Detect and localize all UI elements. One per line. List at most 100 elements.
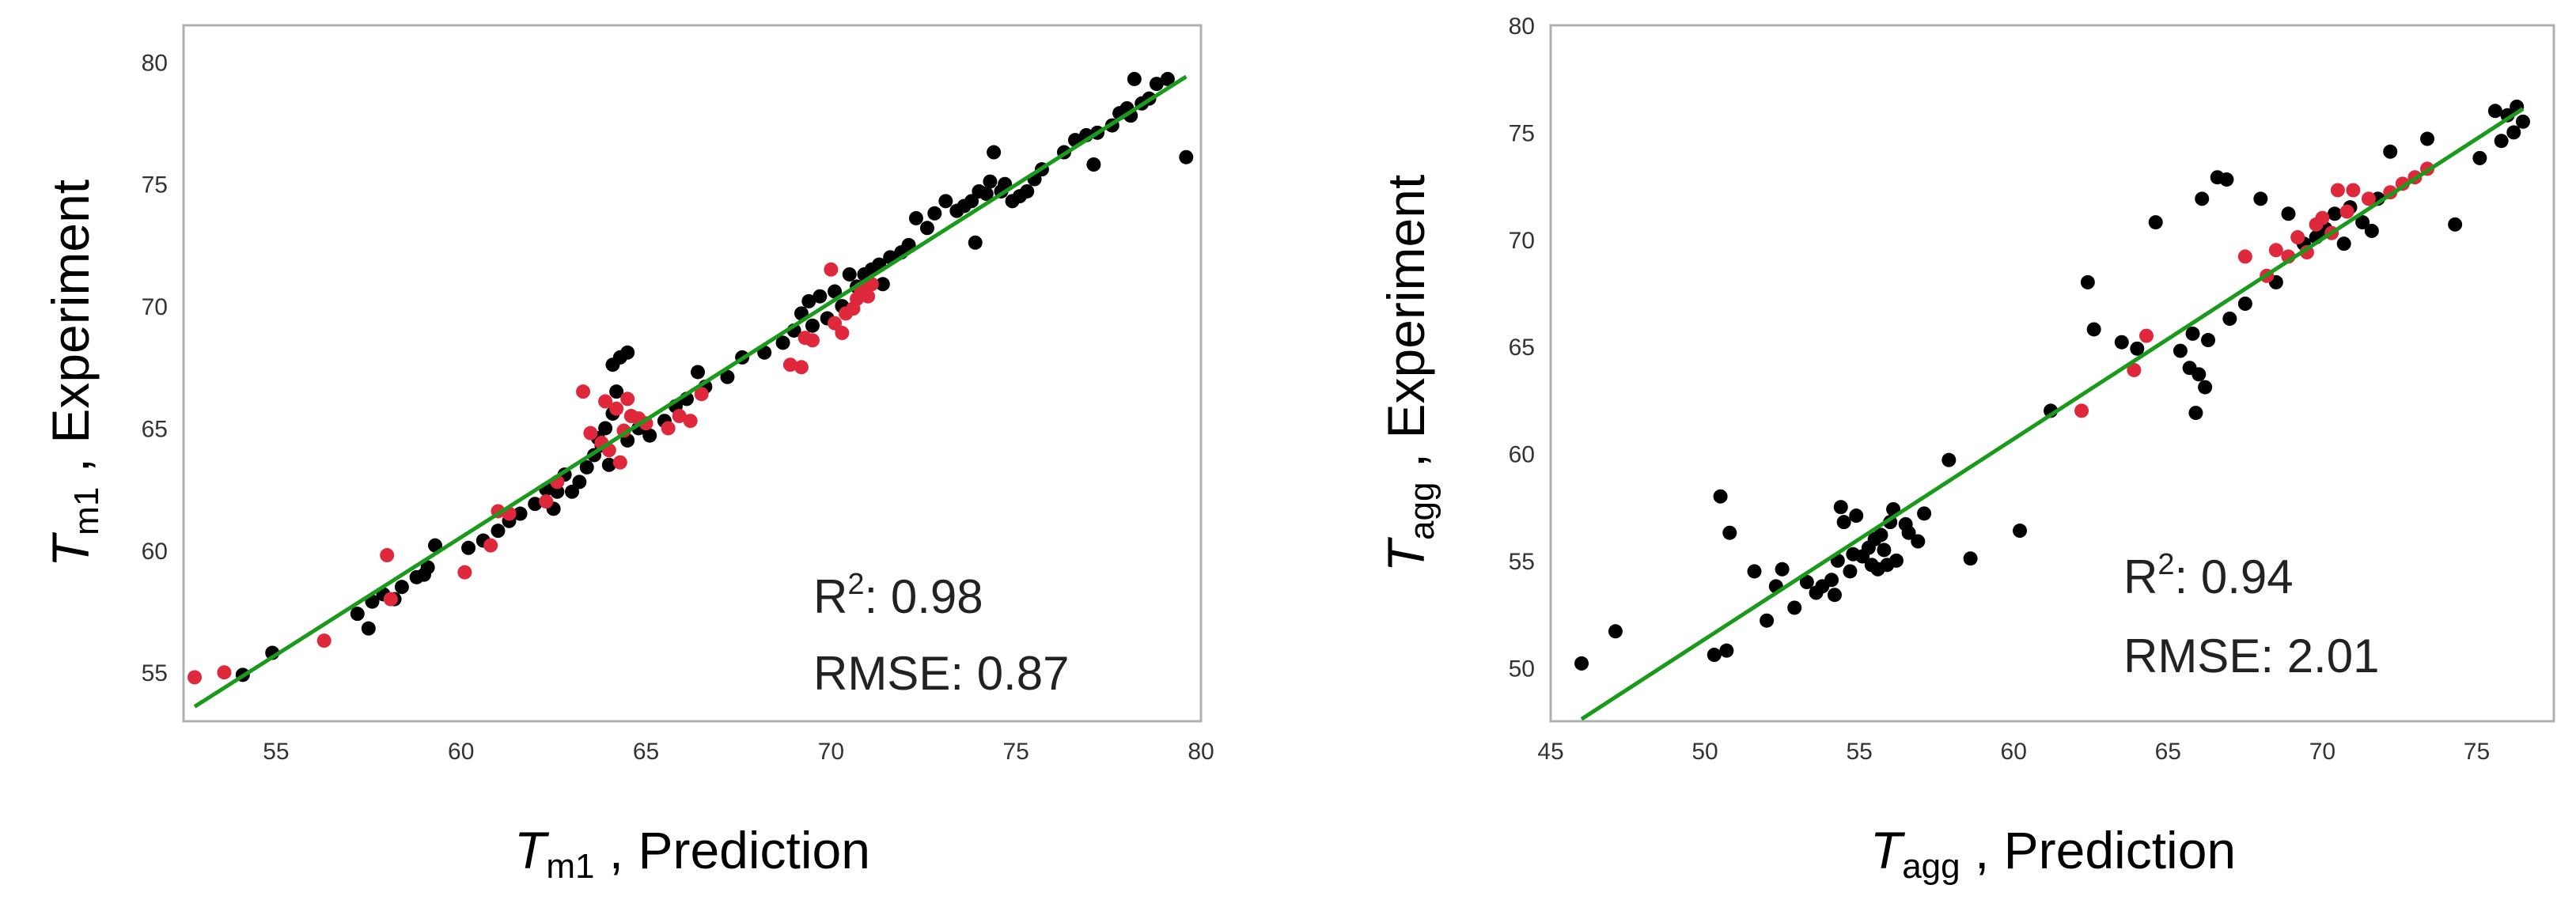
train-data-point (979, 187, 994, 202)
train-data-point (350, 607, 365, 622)
test-data-point (598, 394, 613, 409)
x-tick-label: 75 (1002, 739, 1029, 765)
y-tick-label: 50 (1509, 656, 1535, 682)
train-data-point (2173, 343, 2188, 358)
train-data-point (1787, 600, 1802, 615)
train-data-point (2448, 217, 2463, 232)
train-data-point (1719, 643, 1734, 658)
train-data-point (987, 145, 1002, 160)
train-data-point (2472, 150, 2487, 165)
train-data-point (1722, 525, 1737, 540)
x-axis-label-left: Tm1 , Prediction (514, 821, 870, 886)
test-data-point (316, 633, 331, 648)
x-tick-label: 65 (2155, 739, 2181, 765)
test-data-point (188, 670, 203, 685)
train-data-point (2222, 311, 2237, 326)
train-data-point (2420, 131, 2435, 146)
train-data-point (2383, 144, 2398, 159)
y-tick-label: 60 (142, 539, 168, 565)
test-data-point (2127, 362, 2142, 377)
x-tick-label: 70 (818, 739, 844, 765)
x-tick-label: 55 (1846, 739, 1872, 765)
fit-line-right (1580, 107, 2525, 721)
train-data-point (2355, 215, 2370, 230)
train-data-point (1836, 515, 1851, 530)
test-data-point (2290, 230, 2305, 245)
train-data-point (1901, 525, 1916, 540)
train-data-point (2198, 380, 2213, 395)
train-data-point (1849, 509, 1864, 524)
plot-frame-right (1549, 24, 2555, 723)
train-data-point (964, 194, 979, 209)
test-data-point (583, 425, 598, 440)
train-data-point (2195, 191, 2210, 206)
train-data-point (2487, 104, 2502, 119)
train-data-point (691, 365, 706, 380)
test-data-point (2074, 403, 2089, 418)
y-tick-label: 80 (142, 50, 168, 76)
train-data-point (919, 221, 934, 236)
train-data-point (1775, 561, 1790, 577)
test-data-point (683, 414, 698, 429)
train-data-point (1873, 527, 1888, 543)
test-data-point (828, 316, 843, 331)
scatter-points-right (1574, 99, 2530, 671)
test-data-point (2268, 243, 2283, 258)
train-data-point (1963, 551, 1978, 566)
train-data-point (813, 289, 828, 304)
x-tick-label: 80 (1188, 739, 1214, 765)
train-data-point (598, 421, 613, 436)
train-data-point (828, 284, 843, 299)
train-data-point (2336, 236, 2351, 251)
train-data-point (2364, 223, 2379, 238)
train-data-point (1827, 588, 1842, 603)
test-data-point (794, 360, 809, 375)
train-data-point (361, 621, 376, 636)
test-data-point (2237, 249, 2252, 264)
train-data-point (1877, 543, 1892, 558)
train-data-point (1799, 575, 1814, 589)
train-data-point (1911, 534, 1926, 549)
train-data-point (642, 428, 657, 443)
train-data-point (2130, 341, 2145, 356)
tick-labels-left: 55 60 65 70 75 80 55 60 65 70 75 80 (142, 50, 1214, 765)
test-data-point (380, 548, 395, 563)
test-data-point (2361, 191, 2376, 206)
test-data-point (824, 262, 839, 277)
y-tick-label: 70 (1509, 228, 1535, 254)
train-data-point (1833, 500, 1848, 515)
train-data-point (2327, 206, 2342, 221)
train-data-point (2506, 125, 2521, 140)
test-data-point (2138, 328, 2154, 343)
train-data-point (550, 484, 565, 499)
train-data-point (1179, 149, 1194, 164)
x-tick-label: 55 (263, 739, 289, 765)
test-data-point (861, 289, 876, 304)
train-data-point (2148, 215, 2163, 230)
test-data-point (620, 391, 635, 406)
y-tick-label: 75 (1509, 120, 1535, 146)
train-data-point (2515, 114, 2530, 129)
y-tick-label: 55 (1509, 549, 1535, 575)
test-data-point (694, 387, 709, 402)
chart-right: 45 50 55 60 65 70 75 50 55 60 65 70 75 80 R2: 0.94 RM… (1377, 13, 2555, 886)
x-tick-label: 70 (2309, 739, 2335, 765)
train-data-point (938, 194, 953, 209)
train-data-point (805, 318, 820, 333)
x-tick-label: 65 (633, 739, 659, 765)
train-data-point (2185, 326, 2200, 341)
train-data-point (842, 267, 857, 282)
test-data-point (2315, 210, 2330, 225)
train-data-point (1824, 573, 1839, 588)
train-data-point (908, 210, 923, 225)
train-data-point (1086, 157, 1101, 172)
train-data-point (609, 384, 624, 399)
train-data-point (1707, 648, 1722, 663)
test-data-point (383, 592, 398, 607)
train-data-point (2086, 322, 2101, 337)
train-data-point (2201, 333, 2216, 348)
x-tick-label: 60 (448, 739, 474, 765)
test-data-point (612, 455, 627, 470)
test-data-point (2330, 183, 2345, 198)
